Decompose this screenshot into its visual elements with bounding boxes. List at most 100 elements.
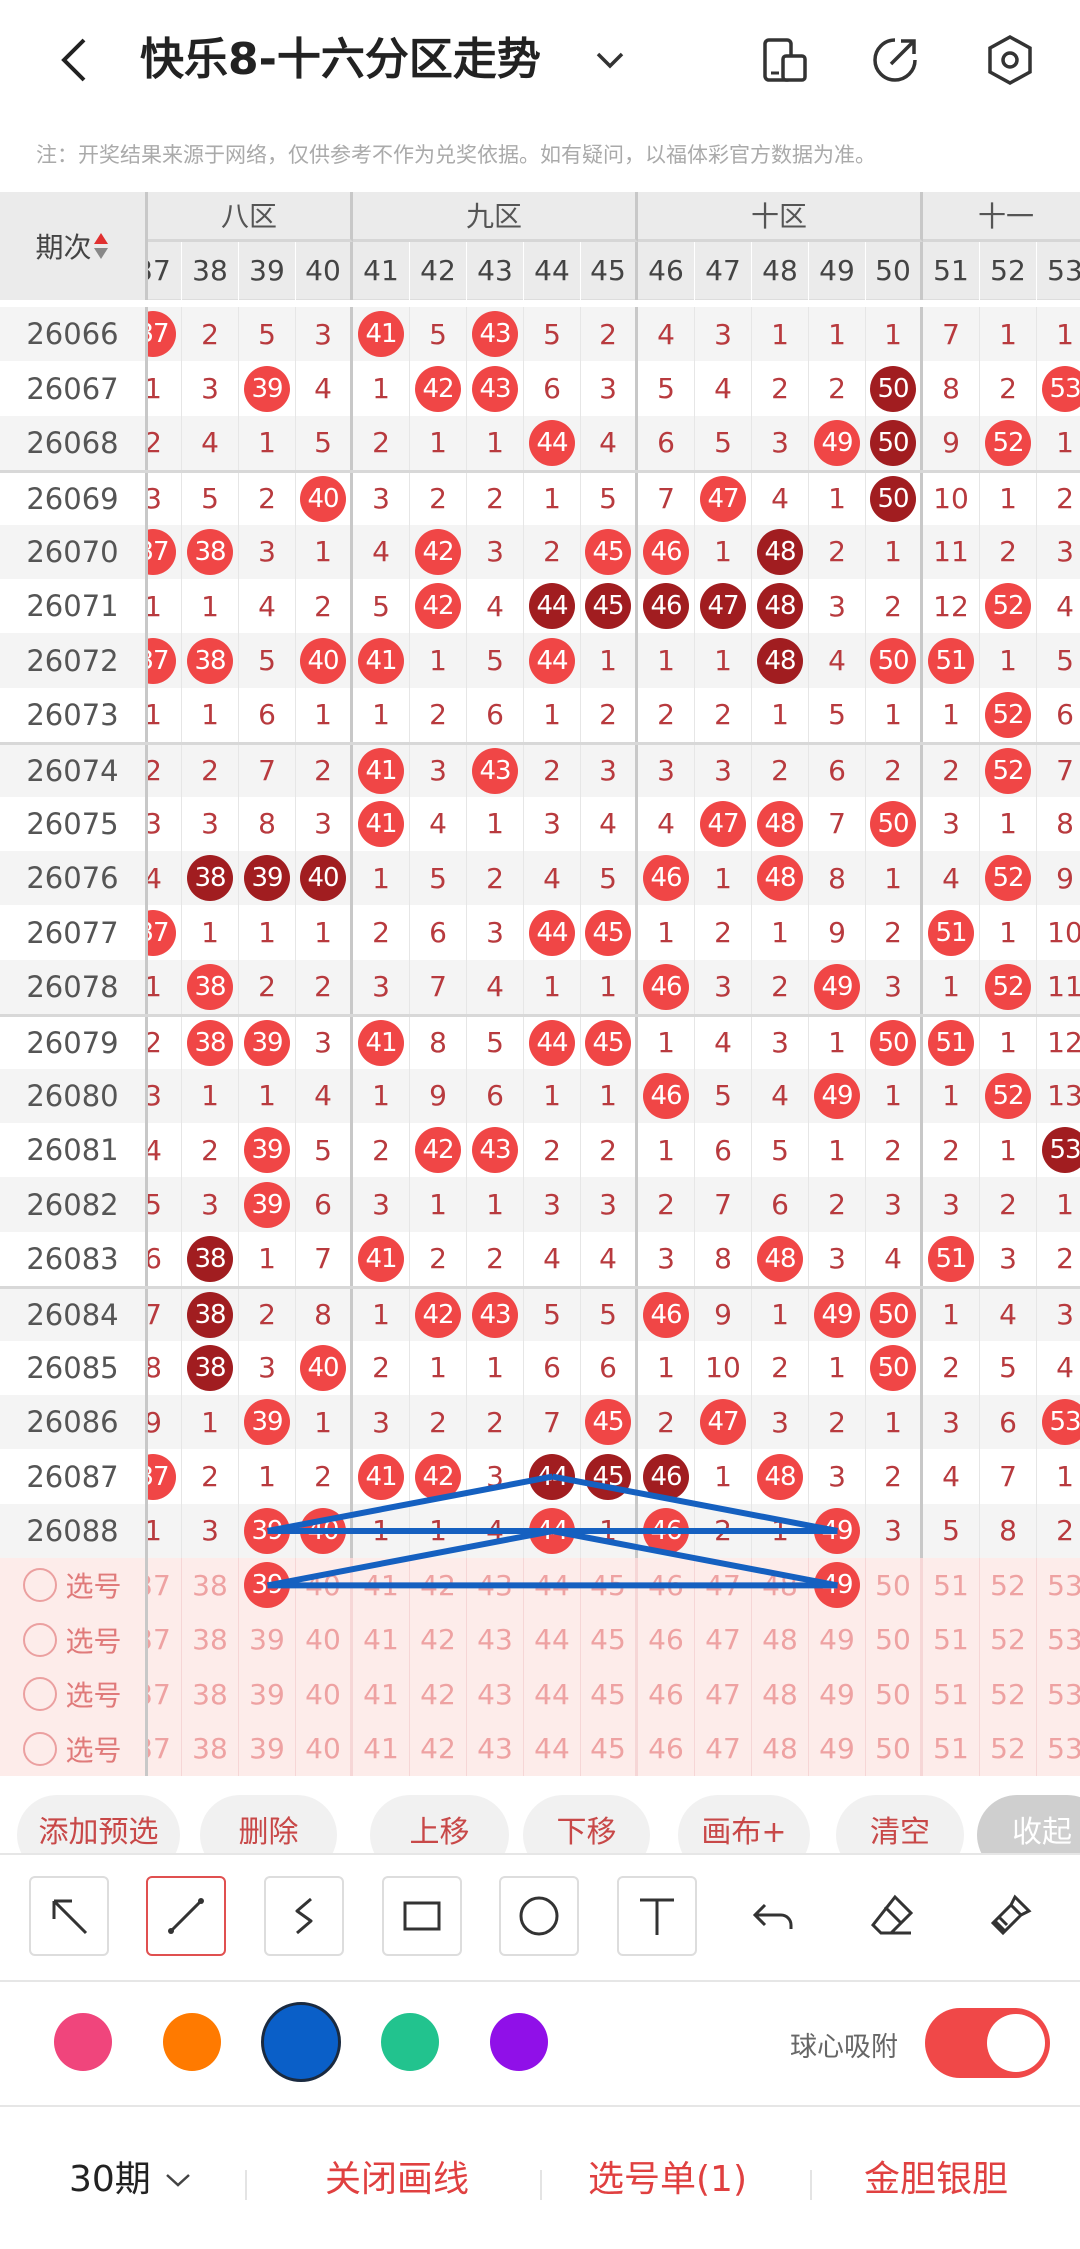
clear-brush-icon[interactable]: [970, 1876, 1050, 1956]
pick-cell-40[interactable]: 40: [296, 1721, 353, 1776]
pick-cell-39[interactable]: 39: [239, 1721, 296, 1776]
pick-cell-43[interactable]: 43: [467, 1558, 524, 1613]
pick-cell-42[interactable]: 42: [410, 1558, 467, 1613]
pick-cell-43[interactable]: 43: [467, 1612, 524, 1667]
color-swatch-purple[interactable]: [490, 2013, 548, 2071]
pick-cell-45[interactable]: 45: [581, 1667, 638, 1722]
text-tool-icon[interactable]: [617, 1876, 697, 1956]
pick-cell-49[interactable]: 49: [809, 1612, 866, 1667]
pick-cell-50[interactable]: 50: [866, 1667, 923, 1722]
pick-cell-41[interactable]: 41: [353, 1612, 410, 1667]
chevron-down-icon[interactable]: [590, 40, 630, 80]
pick-cell-43[interactable]: 43: [467, 1721, 524, 1776]
period-select[interactable]: 30期: [69, 2155, 193, 2205]
selected-ball[interactable]: 39: [244, 1562, 290, 1609]
pick-cell-48[interactable]: 48: [752, 1667, 809, 1722]
pick-cell-44[interactable]: 44: [524, 1721, 581, 1776]
pick-cell-48[interactable]: 48: [752, 1612, 809, 1667]
pick-cell-38[interactable]: 38: [182, 1721, 239, 1776]
pick-cell-48[interactable]: 48: [752, 1721, 809, 1776]
radio-button[interactable]: [23, 1731, 58, 1766]
pick-cell-52[interactable]: 52: [980, 1558, 1037, 1613]
pick-cell-53[interactable]: 53: [1037, 1721, 1080, 1775]
pick-cell-49[interactable]: 49: [809, 1667, 866, 1722]
close-lines-button[interactable]: 关闭画线: [325, 2159, 470, 2200]
pick-cell-44[interactable]: 44: [524, 1558, 581, 1613]
pick-cell-50[interactable]: 50: [866, 1558, 923, 1613]
pick-cell-46[interactable]: 46: [638, 1612, 695, 1667]
pick-cell-47[interactable]: 47: [695, 1721, 752, 1776]
pick-cell-42[interactable]: 42: [410, 1721, 467, 1776]
layout-icon[interactable]: [755, 30, 815, 90]
pick-cell-42[interactable]: 42: [410, 1667, 467, 1722]
pick-cell-47[interactable]: 47: [695, 1612, 752, 1667]
arrow-tool-icon[interactable]: [29, 1876, 109, 1956]
pick-cell-49[interactable]: 49: [809, 1721, 866, 1776]
pick-cell-50[interactable]: 50: [866, 1721, 923, 1776]
pick-cell-48[interactable]: 48: [752, 1558, 809, 1613]
pick-cell-52[interactable]: 52: [980, 1667, 1037, 1722]
collapse-button[interactable]: 收起: [977, 1795, 1080, 1853]
pick-cell-40[interactable]: 40: [296, 1612, 353, 1667]
share-icon[interactable]: [865, 30, 925, 90]
pick-cell-41[interactable]: 41: [353, 1558, 410, 1613]
rectangle-tool-icon[interactable]: [382, 1876, 462, 1956]
curve-tool-icon[interactable]: [264, 1876, 344, 1956]
pick-cell-39[interactable]: 39: [239, 1612, 296, 1667]
pick-cell-46[interactable]: 46: [638, 1721, 695, 1776]
pick-cell-51[interactable]: 51: [923, 1612, 980, 1667]
pick-cell-39[interactable]: 39: [239, 1558, 296, 1613]
pick-cell-41[interactable]: 41: [353, 1721, 410, 1776]
color-swatch-green[interactable]: [381, 2013, 439, 2071]
pick-cell-51[interactable]: 51: [923, 1667, 980, 1722]
pick-cell-52[interactable]: 52: [980, 1721, 1037, 1776]
add-preselect-button[interactable]: 添加预选: [17, 1795, 180, 1853]
pick-cell-53[interactable]: 53: [1037, 1558, 1080, 1612]
pick-cell-51[interactable]: 51: [923, 1721, 980, 1776]
pick-list-button[interactable]: 选号单(1): [588, 2159, 747, 2200]
gold-silver-button[interactable]: 金胆银胆: [864, 2159, 1009, 2200]
pick-cell-38[interactable]: 38: [182, 1667, 239, 1722]
pick-row-label[interactable]: 选号: [0, 1667, 148, 1722]
undo-icon[interactable]: [734, 1876, 814, 1956]
selected-ball[interactable]: 49: [814, 1562, 860, 1609]
trend-table[interactable]: 期次 八区 九区 十区 十一 37 38 39 40 41 42 43 44 45 46 47 48 4…: [0, 192, 1080, 1778]
sort-icon[interactable]: [92, 231, 110, 261]
pick-row-label[interactable]: 选号: [0, 1558, 148, 1613]
pick-row[interactable]: 选号 37 38 39 40 41 42 43 44 45 46 47 48 49 50 51 52 53: [0, 1558, 1080, 1613]
line-tool-icon[interactable]: [146, 1876, 226, 1956]
pick-cell-45[interactable]: 45: [581, 1721, 638, 1776]
radio-button[interactable]: [23, 1622, 58, 1657]
pick-cell-46[interactable]: 46: [638, 1558, 695, 1613]
eraser-icon[interactable]: [852, 1876, 932, 1956]
pick-cell-38[interactable]: 38: [182, 1558, 239, 1613]
back-icon[interactable]: [50, 32, 100, 88]
clear-button[interactable]: 清空: [836, 1795, 964, 1853]
pick-cell-51[interactable]: 51: [923, 1558, 980, 1613]
pick-cell-41[interactable]: 41: [353, 1667, 410, 1722]
pick-cell-46[interactable]: 46: [638, 1667, 695, 1722]
canvas-plus-button[interactable]: 画布+: [678, 1795, 810, 1853]
pick-cell-43[interactable]: 43: [467, 1667, 524, 1722]
page-title[interactable]: 快乐8-十六分区走势: [140, 34, 541, 85]
pick-cell-49[interactable]: 49: [809, 1558, 866, 1613]
pick-cell-40[interactable]: 40: [296, 1558, 353, 1613]
pick-cell-45[interactable]: 45: [581, 1612, 638, 1667]
color-swatch-pink[interactable]: [54, 2013, 112, 2071]
pick-cell-42[interactable]: 42: [410, 1612, 467, 1667]
pick-cell-47[interactable]: 47: [695, 1558, 752, 1613]
pick-row-label[interactable]: 选号: [0, 1612, 148, 1667]
move-down-button[interactable]: 下移: [523, 1795, 650, 1853]
pick-row[interactable]: 选号 37 38 39 40 41 42 43 44 45 46 47 48 49 50 51 52 53: [0, 1721, 1080, 1776]
circle-tool-icon[interactable]: [499, 1876, 579, 1956]
pick-row[interactable]: 选号 37 38 39 40 41 42 43 44 45 46 47 48 49 50 51 52 53: [0, 1667, 1080, 1722]
color-swatch-blue[interactable]: [261, 2002, 341, 2082]
issue-column-header[interactable]: 期次: [0, 192, 148, 300]
move-up-button[interactable]: 上移: [370, 1795, 509, 1853]
pick-row-label[interactable]: 选号: [0, 1721, 148, 1776]
color-swatch-orange[interactable]: [163, 2013, 221, 2071]
pick-cell-50[interactable]: 50: [866, 1612, 923, 1667]
radio-button[interactable]: [23, 1568, 58, 1603]
pick-cell-38[interactable]: 38: [182, 1612, 239, 1667]
pick-cell-39[interactable]: 39: [239, 1667, 296, 1722]
